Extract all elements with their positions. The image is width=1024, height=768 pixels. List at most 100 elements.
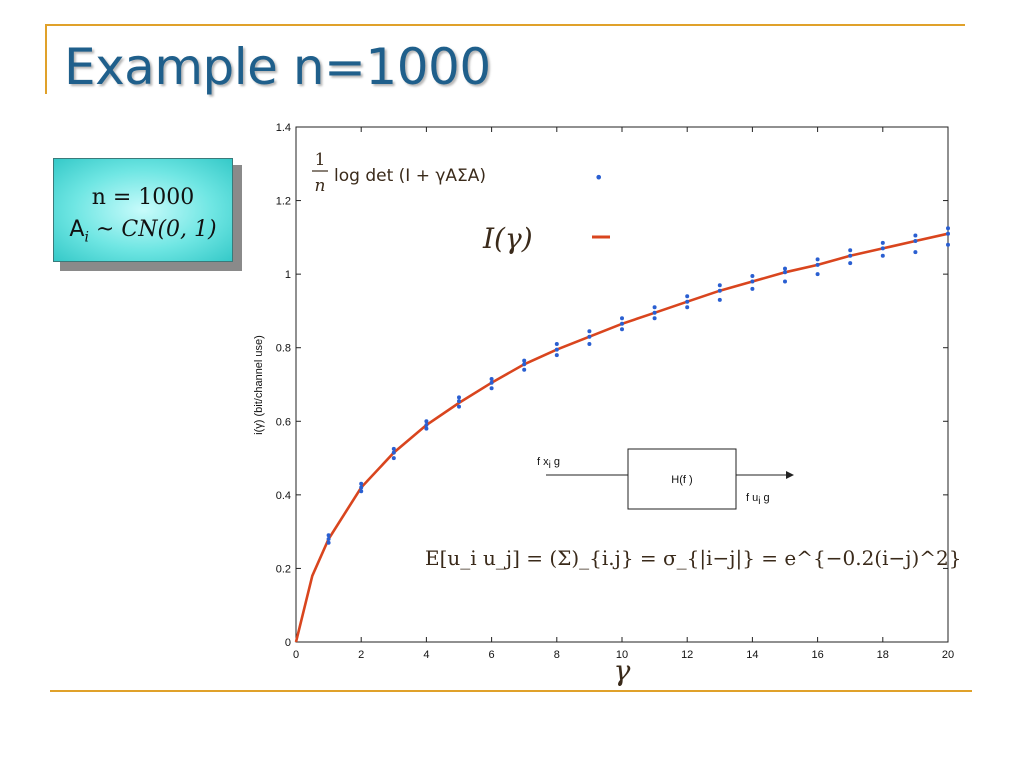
logdet-point <box>457 399 461 404</box>
distribution-rest: ~ CN(0, 1) <box>88 217 217 242</box>
x-tick-label: 12 <box>681 649 693 661</box>
logdet-point <box>424 426 429 431</box>
logdet-point <box>880 240 885 245</box>
logdet-point <box>522 362 527 367</box>
logdet-point <box>783 279 787 284</box>
logdet-point <box>717 297 722 302</box>
x-tick-label: 14 <box>746 649 758 661</box>
legend-entry-curve: I(γ) <box>482 222 533 255</box>
logdet-point <box>587 329 592 334</box>
x-tick-label: 16 <box>811 649 823 661</box>
logdet-point <box>946 242 950 247</box>
logdet-point <box>359 485 364 490</box>
logdet-point <box>359 481 364 486</box>
logdet-point <box>815 257 820 262</box>
logdet-point <box>457 404 461 409</box>
logdet-point <box>424 419 429 424</box>
legend-frac-den: n <box>315 176 326 196</box>
y-tick-labels: 0 0.2 0.4 0.6 0.8 1 1.2 1.4 <box>276 122 291 649</box>
block-output-arrowhead <box>786 471 794 479</box>
logdet-point <box>717 283 722 288</box>
logdet-point <box>457 395 461 400</box>
logdet-point <box>880 253 885 258</box>
x-tick-labels: 0 2 4 6 8 10 12 14 16 18 20 <box>293 649 954 661</box>
y-tick-label: 1 <box>285 269 291 281</box>
distribution-subscript: i <box>84 229 89 246</box>
legend-entry-logdet: log det (I + γAΣA) <box>334 166 486 186</box>
logdet-point <box>522 358 527 363</box>
capacity-curve <box>294 232 949 643</box>
x-tick-label: 20 <box>942 649 954 661</box>
block-input-label: f xi g <box>537 456 560 471</box>
y-axis-label: i(γ) (bit/channel use) <box>253 335 265 435</box>
logdet-point <box>391 456 396 461</box>
y-tick-label: 1.4 <box>276 122 291 134</box>
x-tick-label: 4 <box>423 649 429 661</box>
logdet-point <box>685 299 690 304</box>
x-tick-label: 6 <box>489 649 495 661</box>
x-tick-label: 18 <box>877 649 889 661</box>
legend-frac-num: 1 <box>315 150 326 170</box>
x-tick-label: 0 <box>293 649 299 661</box>
logdet-point <box>424 423 429 427</box>
logdet-point <box>913 233 918 238</box>
logdet-point <box>848 253 853 258</box>
block-output-label: f ui g <box>746 492 770 507</box>
logdet-point <box>750 279 755 284</box>
logdet-point <box>750 286 755 291</box>
logdet-point <box>946 226 950 231</box>
distribution-label: Ai ~ CN(0, 1) <box>54 217 232 245</box>
logdet-point <box>489 380 494 385</box>
logdet-point <box>848 261 853 266</box>
logdet-point <box>848 248 853 253</box>
logdet-point <box>489 377 494 381</box>
logdet-point <box>326 540 331 545</box>
logdet-point <box>717 288 722 293</box>
logdet-point <box>652 305 657 310</box>
logdet-point <box>391 446 396 451</box>
logdet-point <box>620 316 624 321</box>
bottom-rule <box>50 690 972 692</box>
logdet-point <box>913 239 918 243</box>
logdet-point <box>326 533 331 538</box>
x-tick-label: 10 <box>616 649 628 661</box>
logdet-point <box>815 262 820 267</box>
y-tick-label: 0.2 <box>276 563 291 575</box>
logdet-point <box>554 353 559 358</box>
logdet-point <box>750 274 755 278</box>
sample-size-label: n = 1000 <box>91 185 195 210</box>
axis-ticks <box>295 126 949 643</box>
logdet-point <box>326 537 331 541</box>
logdet-point <box>946 231 950 236</box>
logdet-point <box>652 316 657 321</box>
logdet-point <box>652 310 657 315</box>
plot-frame <box>295 126 949 643</box>
logdet-point <box>391 450 396 455</box>
logdet-point <box>554 347 559 352</box>
legend-marker-points: • <box>594 168 603 187</box>
transfer-block-label: H(f ) <box>671 474 692 486</box>
capacity-chart: 0 2 4 6 8 10 12 14 16 18 20 0 0.2 0.4 0.6 0.8 1 1.2 1.4 i… <box>253 122 961 687</box>
logdet-point <box>783 270 787 275</box>
top-rule <box>45 24 965 26</box>
x-axis-label: γ <box>614 654 631 687</box>
distribution-prefix: A <box>69 217 85 242</box>
logdet-point <box>587 342 592 346</box>
y-tick-label: 0.8 <box>276 343 291 355</box>
covariance-equation: E[u_i u_j] = (Σ)_{i.j} = σ_{|i−j|} = e^{… <box>425 546 961 571</box>
logdet-point <box>685 305 690 310</box>
y-tick-label: 0.4 <box>276 490 291 502</box>
logdet-point <box>489 386 494 391</box>
y-tick-label: 1.2 <box>276 196 291 208</box>
parameter-box: n = 1000 Ai ~ CN(0, 1) <box>53 158 233 262</box>
y-tick-label: 0.6 <box>276 416 291 428</box>
logdet-point <box>522 367 527 372</box>
logdet-points <box>326 226 950 545</box>
slide-title: Example n=1000 <box>64 38 491 96</box>
x-tick-label: 8 <box>554 649 560 661</box>
logdet-point <box>620 327 624 332</box>
logdet-point <box>685 294 690 299</box>
logdet-point <box>554 342 559 346</box>
logdet-point <box>815 272 820 277</box>
y-tick-label: 0 <box>285 637 291 649</box>
